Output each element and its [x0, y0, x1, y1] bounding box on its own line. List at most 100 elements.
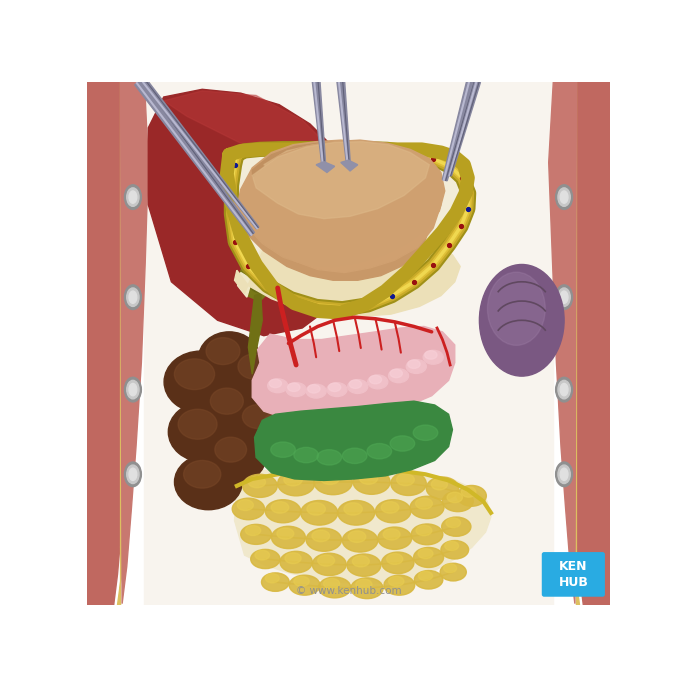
Ellipse shape	[388, 369, 409, 383]
Polygon shape	[341, 160, 358, 171]
Ellipse shape	[338, 500, 375, 525]
Ellipse shape	[124, 285, 141, 309]
Ellipse shape	[367, 443, 392, 459]
Ellipse shape	[306, 384, 326, 398]
Ellipse shape	[350, 380, 362, 388]
Ellipse shape	[245, 526, 260, 536]
Ellipse shape	[410, 496, 444, 519]
Polygon shape	[558, 82, 611, 605]
Ellipse shape	[262, 573, 289, 592]
Ellipse shape	[378, 527, 411, 549]
Ellipse shape	[556, 285, 573, 309]
Polygon shape	[87, 82, 139, 605]
Ellipse shape	[241, 524, 271, 545]
Ellipse shape	[251, 549, 280, 568]
Ellipse shape	[124, 185, 141, 209]
Ellipse shape	[199, 332, 260, 386]
Ellipse shape	[418, 549, 433, 558]
Ellipse shape	[368, 375, 388, 389]
Ellipse shape	[277, 471, 315, 496]
Ellipse shape	[411, 524, 443, 545]
Ellipse shape	[391, 472, 426, 496]
Ellipse shape	[414, 571, 443, 589]
Ellipse shape	[348, 531, 366, 543]
Ellipse shape	[381, 552, 414, 574]
Polygon shape	[549, 82, 577, 604]
Ellipse shape	[447, 492, 462, 503]
Ellipse shape	[271, 502, 289, 513]
Ellipse shape	[327, 383, 347, 396]
Ellipse shape	[294, 577, 309, 586]
Ellipse shape	[231, 349, 289, 399]
Ellipse shape	[277, 528, 294, 539]
Polygon shape	[312, 81, 326, 167]
Ellipse shape	[175, 454, 242, 510]
Ellipse shape	[233, 498, 265, 520]
Ellipse shape	[208, 432, 266, 482]
Ellipse shape	[556, 377, 573, 402]
Ellipse shape	[344, 503, 362, 515]
Ellipse shape	[129, 291, 137, 303]
Ellipse shape	[320, 472, 339, 485]
Ellipse shape	[285, 553, 301, 564]
Ellipse shape	[312, 554, 346, 575]
Ellipse shape	[375, 500, 411, 523]
Ellipse shape	[129, 468, 137, 481]
Ellipse shape	[306, 528, 341, 551]
Ellipse shape	[294, 447, 318, 463]
Ellipse shape	[280, 551, 312, 573]
Ellipse shape	[178, 409, 217, 439]
Polygon shape	[316, 162, 335, 173]
Ellipse shape	[271, 442, 295, 458]
Ellipse shape	[413, 547, 443, 568]
Polygon shape	[235, 243, 460, 316]
Ellipse shape	[126, 188, 139, 206]
Ellipse shape	[215, 437, 247, 462]
Ellipse shape	[558, 465, 571, 483]
Ellipse shape	[558, 288, 571, 307]
Polygon shape	[235, 140, 445, 267]
Ellipse shape	[356, 579, 372, 590]
Polygon shape	[231, 149, 469, 309]
Polygon shape	[252, 326, 455, 420]
Ellipse shape	[268, 379, 288, 392]
Ellipse shape	[245, 252, 275, 292]
Ellipse shape	[237, 500, 254, 511]
Ellipse shape	[256, 359, 310, 405]
Ellipse shape	[271, 526, 305, 549]
Ellipse shape	[353, 470, 390, 494]
Polygon shape	[235, 471, 491, 583]
Ellipse shape	[479, 265, 564, 376]
Ellipse shape	[262, 362, 292, 386]
Ellipse shape	[249, 257, 271, 288]
FancyBboxPatch shape	[542, 552, 605, 597]
Ellipse shape	[269, 379, 282, 388]
Ellipse shape	[488, 272, 545, 345]
Text: © www.kenhub.com: © www.kenhub.com	[296, 586, 401, 596]
Ellipse shape	[265, 500, 301, 523]
Polygon shape	[164, 91, 326, 158]
Ellipse shape	[387, 554, 403, 564]
Polygon shape	[142, 80, 259, 229]
Ellipse shape	[369, 375, 381, 384]
Ellipse shape	[347, 554, 381, 577]
Ellipse shape	[328, 383, 341, 392]
Polygon shape	[237, 232, 441, 297]
Ellipse shape	[206, 338, 240, 364]
Polygon shape	[254, 401, 452, 481]
Ellipse shape	[352, 556, 369, 567]
Ellipse shape	[243, 475, 277, 497]
Ellipse shape	[129, 191, 137, 203]
Ellipse shape	[443, 564, 457, 573]
Ellipse shape	[301, 500, 338, 525]
Ellipse shape	[560, 468, 568, 481]
Ellipse shape	[560, 191, 568, 203]
Ellipse shape	[307, 385, 320, 393]
Ellipse shape	[556, 185, 573, 209]
Ellipse shape	[129, 384, 137, 396]
Ellipse shape	[126, 288, 139, 307]
Ellipse shape	[314, 469, 352, 495]
Ellipse shape	[445, 541, 458, 551]
Ellipse shape	[560, 291, 568, 303]
Ellipse shape	[124, 377, 141, 402]
